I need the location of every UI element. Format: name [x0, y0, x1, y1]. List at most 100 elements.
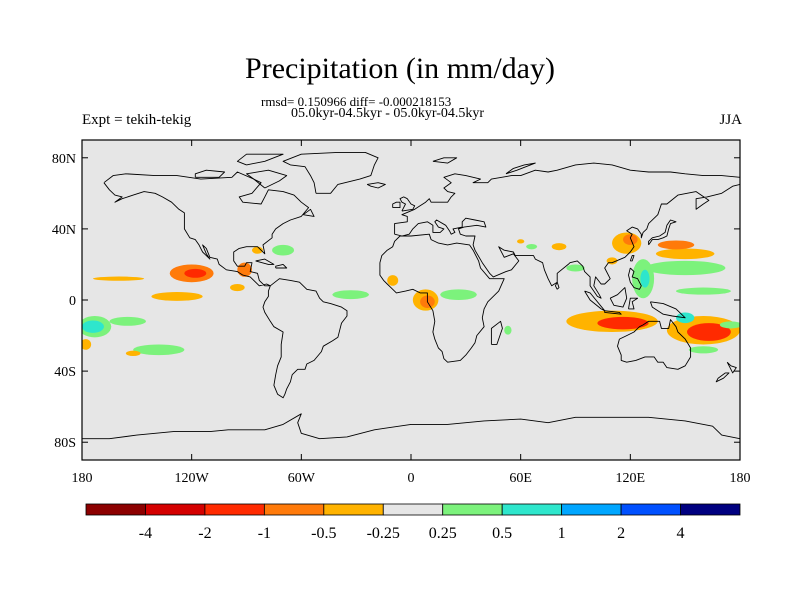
coastline-greenland — [282, 151, 379, 194]
map-axes: 180 120W 60W 0 60E 120E 180 80N 40N 0 40S 80S — [52, 140, 751, 486]
colorbar-label: -2 — [198, 525, 211, 542]
colorbar-swatch-1 — [145, 503, 206, 516]
anomaly-region-5 — [92, 276, 145, 281]
colorbar-swatch-3 — [263, 503, 325, 516]
colorbar: -4 -2 -1 -0.5 -0.25 0.25 0.5 1 2 4 — [85, 503, 741, 542]
colorbar-swatch-7 — [501, 503, 563, 516]
coastline-taiwan — [629, 255, 635, 262]
coastline-sumatra — [584, 290, 606, 312]
anomaly-region-30 — [655, 248, 715, 260]
anomaly-region-1 — [184, 268, 207, 278]
anomaly-region-13 — [251, 246, 263, 254]
anomaly-region-8 — [109, 316, 146, 326]
colorbar-label: 0.25 — [429, 525, 457, 542]
anomaly-region-10 — [133, 344, 185, 356]
coastline-africa — [379, 233, 505, 363]
anomaly-region-31 — [657, 240, 695, 250]
experiment-label: Expt = tekih-tekig — [82, 112, 192, 128]
coastline-north-america — [103, 171, 310, 287]
colorbar-swatch-10 — [680, 503, 741, 516]
colorbar-label: -0.25 — [367, 525, 400, 542]
coastline-java — [604, 310, 622, 315]
anomaly-region-14 — [332, 290, 369, 300]
coastline-japan — [648, 219, 677, 246]
lat-tick-label: 40N — [52, 223, 76, 238]
coastline-new-guinea — [649, 301, 686, 319]
lon-tick-label: 0 — [408, 471, 415, 486]
coastline-ellesmere — [236, 153, 284, 166]
coastline-eurasia — [394, 162, 740, 299]
lat-tick-label: 40S — [54, 365, 76, 380]
coastline-antarctica — [82, 413, 740, 440]
colorbar-swatch-8 — [561, 503, 622, 516]
colorbar-label: 0.5 — [492, 525, 512, 542]
coastline-new-zealand-s — [715, 372, 730, 383]
colorbar-label: 4 — [677, 525, 685, 542]
coastline-sulawesi — [628, 297, 639, 310]
lat-tick-label: 0 — [69, 294, 76, 309]
anomaly-region-22 — [551, 243, 567, 251]
anomaly-region-7 — [82, 320, 104, 333]
anomaly-region-39 — [688, 346, 719, 354]
colorbar-swatch-4 — [323, 503, 384, 516]
anomaly-region-2 — [237, 262, 252, 277]
coastline-svalbard — [432, 157, 458, 164]
lon-tick-label: 120E — [616, 471, 646, 486]
coastline-south-america — [262, 278, 348, 399]
coastline-hispaniola — [275, 263, 288, 269]
coastline-novaya-zemlya — [505, 162, 536, 175]
anomaly-region-28 — [640, 269, 650, 288]
coastline-australia — [617, 319, 692, 370]
anomaly-region-9 — [82, 339, 92, 350]
colorbar-swatch-9 — [620, 503, 681, 516]
coastline-borneo — [609, 287, 628, 308]
coastline-madagascar — [490, 320, 503, 345]
anomaly-region-21 — [526, 244, 538, 250]
coastline-new-zealand-n — [726, 361, 737, 374]
colorbar-label: -1 — [258, 525, 271, 542]
anomaly-region-20 — [517, 239, 525, 244]
colorbar-swatch-0 — [85, 503, 146, 516]
colorbar-swatch-5 — [382, 503, 444, 516]
coastline-iceland — [366, 182, 386, 189]
lon-tick-label: 60E — [509, 471, 532, 486]
anomaly-region-38 — [719, 321, 740, 329]
anomaly-region-36 — [686, 323, 731, 341]
anomaly-region-32 — [676, 287, 731, 295]
lon-tick-label: 60W — [288, 471, 316, 486]
colorbar-label: 1 — [558, 525, 566, 542]
anomaly-region-4 — [230, 284, 245, 292]
colorbar-swatch-6 — [442, 503, 503, 516]
coastline-layer — [82, 151, 740, 440]
anomaly-region-18 — [440, 289, 477, 300]
lat-tick-label: 80N — [52, 152, 76, 167]
colorbar-label: -0.5 — [311, 525, 336, 542]
coastline-newfoundland — [302, 208, 315, 217]
coastline-sri-lanka — [554, 281, 560, 290]
anomaly-region-26 — [623, 234, 638, 245]
stats-line-rmsd-diff: rmsd= 0.150966 diff= -0.000218153 — [261, 94, 452, 109]
anomaly-region-23 — [566, 264, 585, 272]
anomaly-region-15 — [387, 275, 399, 286]
colorbar-label: 2 — [617, 525, 625, 542]
colorbar-swatch-2 — [204, 503, 265, 516]
lat-tick-label: 80S — [54, 436, 76, 451]
anomaly-region-34 — [597, 316, 649, 330]
anomaly-region-11 — [125, 350, 141, 357]
lon-tick-label: 180 — [72, 471, 93, 486]
anomaly-region-12 — [272, 244, 295, 256]
coastline-philippines — [628, 267, 642, 290]
coastline-victoria-island — [194, 169, 226, 178]
anomaly-region-19 — [504, 325, 512, 335]
colorbar-label: -4 — [139, 525, 152, 542]
lon-tick-label: 120W — [175, 471, 210, 486]
stats-line-period: 05.0kyr-04.5kyr - 05.0kyr-04.5kyr — [291, 106, 485, 121]
anomaly-region-3 — [151, 292, 203, 301]
coastline-cuba — [255, 258, 275, 265]
coastline-baffin — [246, 169, 288, 189]
coastline-ireland — [392, 201, 401, 209]
lon-tick-label: 180 — [730, 471, 751, 486]
anomaly-region-29 — [644, 260, 726, 276]
season-label: JJA — [719, 112, 742, 128]
